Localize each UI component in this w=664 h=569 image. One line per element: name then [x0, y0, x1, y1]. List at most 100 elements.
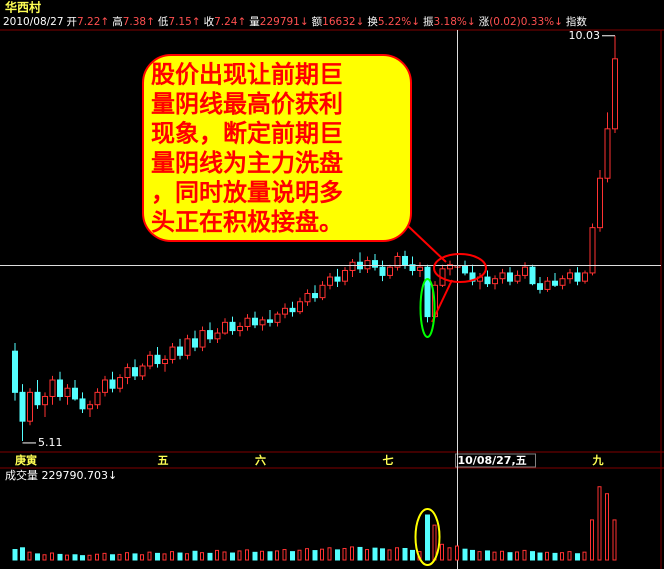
- candle-body: [582, 272, 588, 282]
- candle-body: [117, 377, 123, 389]
- candle-body: [612, 58, 618, 130]
- volume-bar: [470, 549, 475, 561]
- volume-bar: [27, 551, 32, 561]
- volume-bar: [320, 548, 324, 561]
- candle-body: [372, 260, 378, 268]
- info-label: 额: [312, 15, 323, 28]
- candle-body: [237, 325, 243, 332]
- candle-body: [42, 395, 48, 406]
- candle-body: [79, 398, 86, 410]
- candle-body: [154, 354, 161, 365]
- volume-bar: [507, 552, 513, 561]
- volume-bar: [260, 550, 264, 561]
- candle-body: [394, 255, 401, 268]
- volume-bar: [80, 555, 85, 561]
- annotation-text: 量阴线为主力洗盘: [151, 148, 343, 177]
- candle-body: [544, 280, 551, 290]
- candle-body: [484, 276, 491, 285]
- volume-bar: [12, 549, 18, 561]
- info-value: 7.22↑: [77, 16, 109, 28]
- candle-body: [537, 283, 543, 290]
- annotation-text: 头正在积极接盘。: [151, 207, 343, 236]
- candle-body: [297, 301, 303, 313]
- volume-bar: [492, 551, 497, 561]
- volume-bar: [35, 553, 40, 561]
- volume-bar: [95, 553, 99, 561]
- candle-body: [282, 307, 288, 315]
- volume-bar: [185, 553, 189, 561]
- info-value: 3.18%↓: [434, 16, 476, 28]
- candle-body: [589, 227, 596, 274]
- candle-body: [57, 379, 63, 397]
- info-value: 5.22%↓: [378, 16, 420, 28]
- info-value: 7.38↑: [123, 16, 155, 28]
- volume-bar: [245, 549, 249, 561]
- info-value: 7.15↑: [168, 16, 200, 28]
- volume-bar: [522, 549, 527, 561]
- volume-bar: [177, 552, 183, 561]
- volume-bar: [590, 519, 594, 561]
- candle-body: [559, 278, 566, 286]
- annotation-bubble: [142, 54, 412, 242]
- info-date: 2010/08/27: [3, 16, 64, 28]
- candle-body: [574, 272, 581, 282]
- candle-body: [214, 332, 221, 340]
- info-label: 振: [423, 15, 434, 28]
- candle-body: [267, 319, 273, 323]
- volume-bar: [125, 552, 129, 561]
- volume-bar: [545, 551, 549, 561]
- candle-body: [87, 404, 93, 410]
- volume-bar: [335, 549, 340, 561]
- info-value: 16632↓: [322, 16, 364, 28]
- volume-bar: [575, 553, 580, 561]
- candle-body: [349, 261, 356, 271]
- volume-bar: [20, 547, 25, 561]
- candle-body: [184, 338, 191, 356]
- candle-body: [274, 313, 281, 323]
- volume-bar: [215, 549, 219, 561]
- info-label: 高: [112, 15, 123, 28]
- volume-bar: [155, 552, 160, 561]
- volume-bar: [327, 547, 332, 561]
- candle-body: [409, 264, 416, 271]
- candle-body: [424, 266, 431, 318]
- date-label: 七: [383, 453, 394, 467]
- candle-body: [49, 379, 56, 397]
- candle-body: [109, 379, 116, 389]
- annotation-text: 现象，断定前期巨: [151, 119, 343, 148]
- volume-bar: [380, 548, 385, 561]
- volume-bar: [290, 551, 295, 561]
- volume-bar: [72, 554, 78, 561]
- candle-body: [252, 317, 258, 326]
- volume-bar: [222, 551, 227, 561]
- candle-body: [514, 274, 521, 282]
- volume-bar: [200, 552, 204, 561]
- volume-bar: [192, 550, 198, 561]
- candle-body: [199, 330, 206, 348]
- high-label: 10.03: [569, 29, 601, 42]
- candle-body: [229, 321, 236, 332]
- candle-body: [124, 367, 131, 379]
- date-label: 五: [158, 454, 169, 467]
- candle-body: [102, 379, 108, 393]
- info-label: 量: [249, 16, 260, 28]
- candle-body: [27, 391, 33, 422]
- candle-body: [319, 284, 326, 299]
- volume-bar: [117, 553, 122, 561]
- volume-bar: [515, 551, 519, 561]
- highlight-ellipse: [414, 508, 441, 566]
- volume-bar: [552, 552, 558, 561]
- volume-bar: [170, 551, 174, 561]
- volume-bar: [342, 547, 347, 561]
- volume-bar: [432, 524, 437, 561]
- volume-bar: [567, 551, 572, 561]
- info-label: 收: [204, 15, 215, 28]
- volume-bar: [57, 553, 63, 561]
- candle-body: [19, 391, 26, 422]
- candle-body: [379, 266, 386, 276]
- volume-bar: [252, 551, 258, 561]
- candle-body: [529, 266, 536, 285]
- candle-body: [387, 266, 393, 276]
